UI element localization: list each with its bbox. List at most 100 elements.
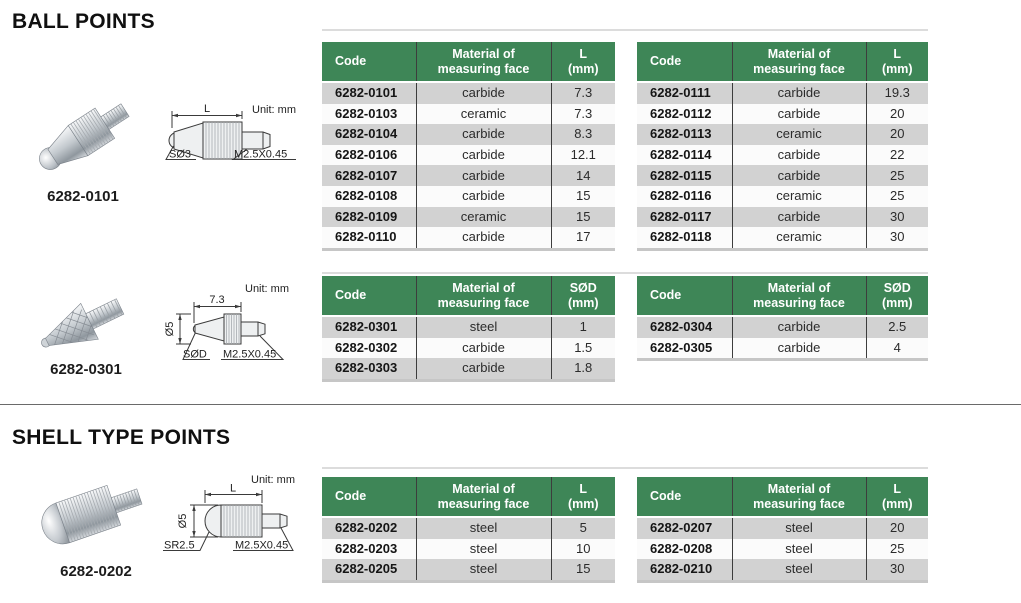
material-cell: carbide [731, 82, 866, 104]
header-cell-material: Material of measuring face [415, 477, 551, 518]
header-cell-value: SØD (mm) [550, 276, 615, 317]
value-cell: 22 [865, 144, 928, 166]
material-cell: carbide [731, 144, 866, 166]
table-row: 6282-0101 carbide 7.3 [322, 82, 615, 104]
code-cell: 6282-0106 [335, 147, 398, 163]
material-cell: carbide [415, 358, 551, 381]
value-cell: 25 [865, 538, 928, 560]
code-cell: 6282-0203 [335, 540, 398, 556]
table-row: 6282-0210 steel 30 [637, 559, 928, 582]
value-cell: 20 [865, 517, 928, 539]
code-cell: 6282-0302 [335, 339, 398, 355]
code-cell: 6282-0305 [650, 339, 713, 355]
shell-points-table-2: Code Material of measuring face L (mm) 6282-0… [637, 477, 928, 583]
code-cell: 6282-0107 [335, 167, 398, 183]
code-cell: 6282-0116 [650, 188, 712, 204]
material-cell: carbide [731, 337, 866, 360]
value-cell: 19.3 [865, 82, 928, 104]
table-row: 6282-0301 steel 1 [322, 316, 615, 338]
material-cell: carbide [415, 227, 551, 250]
value-cell: 1 [550, 316, 615, 338]
material-cell: carbide [415, 124, 551, 145]
header-cell-value: SØD (mm) [865, 276, 928, 317]
table-top-rule [322, 29, 928, 31]
value-cell: 5 [550, 517, 615, 539]
material-cell: ceramic [415, 103, 551, 125]
ball-points-length-table-1: Code Material of measuring face L (mm) 6282-0… [322, 42, 615, 251]
material-cell: steel [415, 517, 551, 539]
material-cell: carbide [415, 144, 551, 166]
table-row: 6282-0203 steel 10 [322, 538, 615, 560]
value-cell: 30 [865, 206, 928, 228]
table-row: 6282-0304 carbide 2.5 [637, 316, 928, 338]
table-row: 6282-0112 carbide 20 [637, 103, 928, 125]
product-code-caption: 6282-0202 [60, 563, 132, 580]
code-cell: 6282-0114 [650, 147, 712, 163]
product-photo-shell-point [41, 485, 143, 545]
code-cell: 6282-0104 [335, 126, 398, 142]
table-row: 6282-0303 carbide 1.8 [322, 358, 615, 381]
material-cell: steel [415, 559, 551, 582]
dim-label-diameter: Ø5 [164, 322, 176, 337]
table-top-rule [322, 272, 928, 274]
value-cell: 8.3 [550, 124, 615, 145]
table-row: 6282-0109 ceramic 15 [322, 206, 615, 228]
technical-drawing-ball-point: Unit: mm L SØ3 M2.5X0.45 [165, 103, 296, 161]
unit-label: Unit: mm [245, 283, 289, 295]
ball-points-length-table-2: Code Material of measuring face L (mm) 6282-0… [637, 42, 928, 251]
code-cell: 6282-0304 [650, 319, 713, 335]
value-cell: 7.3 [550, 103, 615, 125]
dim-label-thread: M2.5X0.45 [223, 349, 276, 361]
code-cell: 6282-0103 [335, 105, 398, 121]
code-cell: 6282-0202 [335, 520, 398, 536]
table-row: 6282-0114 carbide 22 [637, 144, 928, 166]
ball-points-diameter-table-1: Code Material of measuring face SØD (mm) 6282… [322, 276, 615, 382]
product-code-caption: 6282-0101 [47, 188, 119, 205]
code-cell: 6282-0110 [335, 229, 397, 245]
material-cell: ceramic [731, 124, 866, 145]
dim-label-ball-diameter: SØ3 [169, 149, 191, 161]
value-cell: 10 [550, 538, 615, 560]
dim-label-length: L [230, 483, 236, 495]
table-row: 6282-0118 ceramic 30 [637, 227, 928, 250]
header-cell-code: Code [322, 276, 416, 317]
unit-label: Unit: mm [251, 474, 295, 486]
value-cell: 4 [865, 337, 928, 360]
table-row: 6282-0108 carbide 15 [322, 185, 615, 207]
table-row: 6282-0103 ceramic 7.3 [322, 103, 615, 125]
material-cell: ceramic [415, 206, 551, 228]
code-cell: 6282-0303 [335, 360, 398, 376]
header-cell-code: Code [637, 276, 732, 317]
value-cell: 7.3 [550, 82, 615, 104]
code-cell: 6282-0115 [650, 167, 712, 183]
table-row: 6282-0207 steel 20 [637, 517, 928, 539]
section-divider-rule [0, 404, 1021, 405]
header-cell-material: Material of measuring face [415, 276, 551, 317]
dim-label-thread: M2.5X0.45 [235, 540, 288, 552]
code-cell: 6282-0108 [335, 188, 398, 204]
header-row: Code Material of measuring face L (mm) [322, 42, 615, 83]
code-cell: 6282-0112 [650, 105, 712, 121]
header-row: Code Material of measuring face L (mm) [637, 477, 928, 518]
value-cell: 15 [550, 559, 615, 582]
code-cell: 6282-0210 [650, 561, 713, 577]
table-row: 6282-0104 carbide 8.3 [322, 124, 615, 145]
value-cell: 30 [865, 227, 928, 250]
header-cell-value: L (mm) [550, 42, 615, 83]
value-cell: 25 [865, 165, 928, 186]
table-row: 6282-0110 carbide 17 [322, 227, 615, 250]
code-cell: 6282-0117 [650, 208, 712, 224]
code-cell: 6282-0109 [335, 208, 398, 224]
material-cell: carbide [731, 316, 866, 338]
header-row: Code Material of measuring face SØD (mm) [322, 276, 615, 317]
material-cell: carbide [415, 165, 551, 186]
dim-label-sphere-radius: SR2.5 [164, 540, 195, 552]
table-row: 6282-0205 steel 15 [322, 559, 615, 582]
value-cell: 15 [550, 206, 615, 228]
header-row: Code Material of measuring face L (mm) [322, 477, 615, 518]
value-cell: 20 [865, 124, 928, 145]
code-cell: 6282-0205 [335, 561, 398, 577]
table-row: 6282-0117 carbide 30 [637, 206, 928, 228]
section-title-shell-type-points: SHELL TYPE POINTS [12, 426, 231, 449]
